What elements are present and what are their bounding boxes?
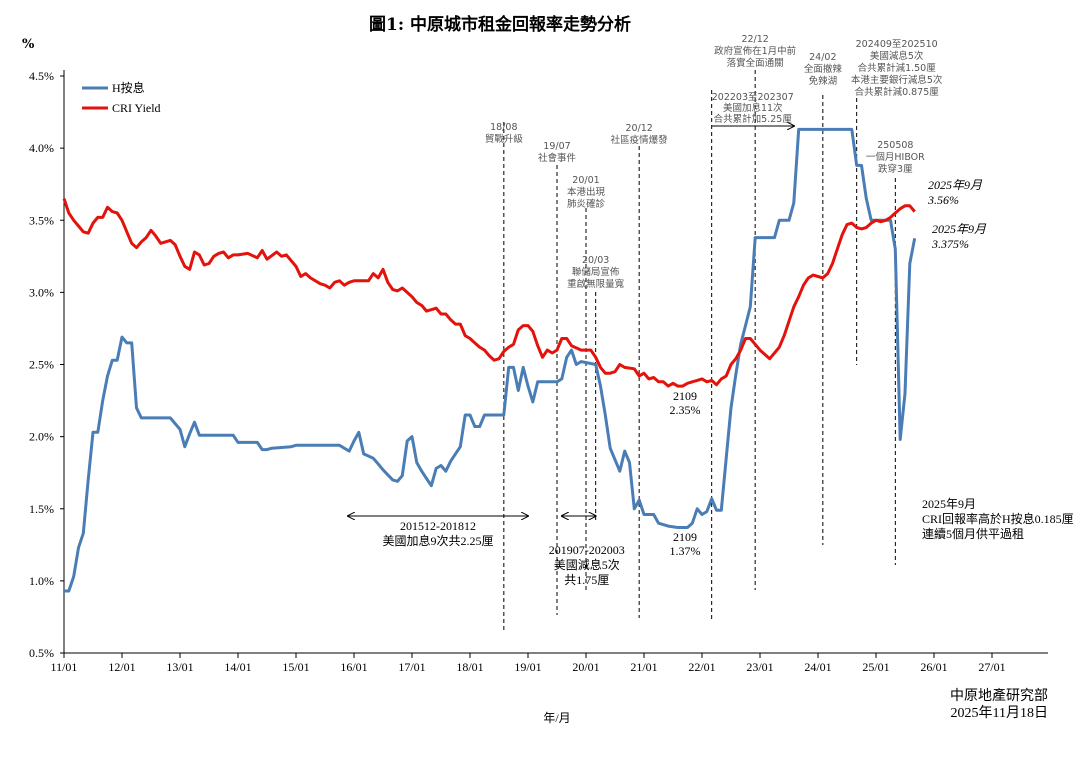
cri-latest-label: 2025年9月 <box>928 178 983 192</box>
x-tick-label: 16/01 <box>340 660 367 674</box>
event-label: 一個月HIBOR <box>866 151 925 163</box>
event-label: 全面撤辣 <box>804 63 843 75</box>
x-tick-label: 19/01 <box>514 660 541 674</box>
x-tick-label: 13/01 <box>166 660 193 674</box>
x-tick-label: 14/01 <box>224 660 251 674</box>
x-tick-label: 12/01 <box>108 660 135 674</box>
event-label: 250508 <box>877 140 913 151</box>
x-tick-label: 20/01 <box>572 660 599 674</box>
event-label: 24/02 <box>809 52 836 63</box>
event-label: 肺炎確診 <box>567 198 606 210</box>
period-label: 合共累計加5.25厘 <box>714 113 793 125</box>
event-label: 聯儲局宣佈 <box>572 266 620 278</box>
h-low-label: 2109 <box>673 530 697 544</box>
y-tick-label: 3.0% <box>29 285 54 299</box>
x-tick-label: 21/01 <box>630 660 657 674</box>
y-tick-label: 4.0% <box>29 141 54 155</box>
series-line-h-rate <box>64 127 917 593</box>
x-tick-label: 15/01 <box>282 660 309 674</box>
period-label: 美國加息9次共2.25厘 <box>382 533 493 548</box>
axes: 0.5% 1.0% 1.5% 2.0% 2.5% 3.0% 3.5% 4.0% 4.5% 11/0… <box>29 69 1048 674</box>
series-lines <box>62 127 917 593</box>
x-tick-label: 26/01 <box>920 660 947 674</box>
y-tick-label: 2.0% <box>29 430 54 444</box>
y-tick-label: 2.5% <box>29 358 54 372</box>
period-label: 201907-202003 <box>549 543 625 557</box>
series-line-cri-yield <box>62 198 916 388</box>
annotations: 21092.35%21091.37%2025年9月3.56%2025年9月3.3… <box>670 178 1074 721</box>
y-tick-label: 1.5% <box>29 502 54 516</box>
event-label: 貿戰升級 <box>485 133 524 145</box>
cri-latest-label: 3.56% <box>927 193 959 207</box>
x-tick-label: 23/01 <box>746 660 773 674</box>
x-tick-label: 24/01 <box>804 660 831 674</box>
event-label: 20/03 <box>582 255 609 266</box>
event-label: 20/01 <box>572 175 599 186</box>
source-label: 2025年11月18日 <box>951 705 1048 721</box>
event-label: 政府宣佈在1月中前 <box>714 45 796 57</box>
chart-title: 圖1: 中原城市租金回報率走勢分析 <box>369 14 631 35</box>
event-label: 本港主要銀行減息5次 <box>851 74 943 86</box>
event-label: 跌穿3厘 <box>878 163 913 175</box>
legend-label: H按息 <box>112 80 145 95</box>
x-tick-label: 18/01 <box>456 660 483 674</box>
event-label: 重啟無限量寬 <box>567 278 625 290</box>
source-label: 中原地產研究部 <box>950 687 1048 704</box>
cri-low-label: 2109 <box>673 389 697 403</box>
h-latest-label: 3.375% <box>931 237 969 251</box>
y-tick-label: 4.5% <box>29 69 54 83</box>
y-axis-unit: % <box>22 37 35 52</box>
x-tick-label: 11/01 <box>51 660 78 674</box>
event-label: 18/08 <box>490 122 517 133</box>
spread-note: 2025年9月 <box>922 497 976 511</box>
event-label: 落實全面通關 <box>727 57 784 69</box>
period-label: 共1.75厘 <box>564 573 609 587</box>
cri-low-label: 2.35% <box>670 403 701 417</box>
event-label: 免辣湖 <box>809 75 838 87</box>
event-label: 美國減息5次 <box>870 50 924 62</box>
event-label: 社會事件 <box>538 152 577 164</box>
spread-note: 連續5個月供平過租 <box>922 526 1024 541</box>
event-label: 合共累計減1.50厘 <box>858 62 937 74</box>
period-label: 202203至202307 <box>712 92 794 103</box>
legend: H按息 CRI Yield <box>82 80 161 115</box>
event-label: 20/12 <box>625 123 652 134</box>
event-label: 202409至202510 <box>856 39 938 50</box>
x-tick-label: 17/01 <box>398 660 425 674</box>
period-label: 201512-201812 <box>400 519 476 533</box>
y-tick-label: 0.5% <box>29 646 54 660</box>
x-tick-label: 22/01 <box>688 660 715 674</box>
event-label: 社區疫情爆發 <box>611 134 669 146</box>
period-label: 美國加息11次 <box>723 102 783 114</box>
y-tick-label: 3.5% <box>29 213 54 227</box>
x-tick-label: 25/01 <box>862 660 889 674</box>
h-low-label: 1.37% <box>670 544 701 558</box>
event-label: 本港出現 <box>567 186 606 198</box>
legend-label: CRI Yield <box>112 101 161 115</box>
event-label: 19/07 <box>543 141 570 152</box>
event-label: 22/12 <box>741 34 768 45</box>
h-latest-label: 2025年9月 <box>932 222 987 236</box>
period-label: 美國減息5次 <box>554 557 620 572</box>
x-axis-label: 年/月 <box>543 711 570 725</box>
spread-note: CRI回報率高於H按息0.185厘 <box>922 511 1074 526</box>
event-label: 合共累計減0.875厘 <box>855 86 940 98</box>
x-tick-label: 27/01 <box>978 660 1005 674</box>
y-tick-label: 1.0% <box>29 574 54 588</box>
